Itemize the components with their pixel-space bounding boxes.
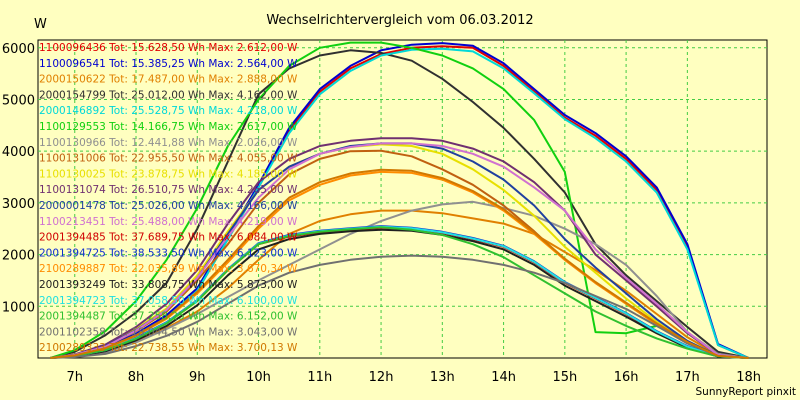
legend-entry: 1100096436 Tot: 15.628,50 Wh Max: 2.612,… <box>39 42 298 54</box>
legend-entry: 1100131006 Tot: 22.955,50 Wh Max: 4.055,… <box>39 153 298 165</box>
series-line <box>50 143 749 359</box>
x-tick-label: 12h <box>369 370 394 385</box>
legend-entry: 2000150622 Tot: 17.487,00 Wh Max: 2.888,… <box>39 74 298 86</box>
credit-label: SunnyReport pinxit <box>696 386 796 398</box>
legend-entry: 2001393249 Tot: 33.808,75 Wh Max: 5.873,… <box>39 279 298 291</box>
legend-entry: 1100096541 Tot: 15.385,25 Wh Max: 2.564,… <box>39 58 298 70</box>
x-tick-label: 15h <box>552 370 577 385</box>
series-line <box>50 142 749 359</box>
legend: 1100096436 Tot: 15.628,50 Wh Max: 2.612,… <box>39 42 298 354</box>
y-tick-label: 6000 <box>2 42 35 57</box>
legend-entry: 2001394725 Tot: 38.533,50 Wh Max: 6.123,… <box>39 247 298 259</box>
series-line <box>50 254 749 359</box>
x-tick-label: 13h <box>430 370 455 385</box>
x-tick-label: 10h <box>246 370 271 385</box>
series-line <box>50 200 749 359</box>
series-line <box>49 41 749 359</box>
legend-entry: 2001394485 Tot: 37.689,75 Wh Max: 6.084,… <box>39 232 298 244</box>
legend-entry: 2000001478 Tot: 25.026,00 Wh Max: 4.166,… <box>39 200 298 212</box>
y-axis-label: W <box>34 17 47 32</box>
legend-entry: 2000146892 Tot: 25.528,75 Wh Max: 4.218,… <box>39 105 298 117</box>
x-tick-labels: 7h 8h 9h 10h 11h 12h 13h 14h 15h 16h 17h 18h <box>66 370 761 385</box>
legend-entry: 1100130025 Tot: 23.878,75 Wh Max: 4.185,… <box>39 168 298 180</box>
plot-area <box>37 39 768 359</box>
legend-entry: 1100129553 Tot: 14.166,75 Wh Max: 2.617,… <box>39 121 298 133</box>
y-tick-label: 3000 <box>2 197 35 212</box>
series-line <box>50 228 749 359</box>
series-line <box>50 42 750 359</box>
chart-title: Wechselrichtervergleich vom 06.03.2012 <box>266 13 533 28</box>
legend-entry: 1100213451 Tot: 25.488,00 Wh Max: 4.219,… <box>39 216 298 228</box>
x-tick-label: 9h <box>189 370 206 385</box>
series-line <box>50 226 749 359</box>
x-tick-label: 8h <box>128 370 145 385</box>
series-line <box>50 49 749 359</box>
series-line <box>50 137 749 359</box>
x-tick-label: 14h <box>491 370 516 385</box>
legend-entry: 1100130966 Tot: 12.441,88 Wh Max: 2.026,… <box>39 137 298 149</box>
y-tick-labels: 1000 2000 3000 4000 5000 6000 <box>2 42 35 316</box>
legend-entry: 2100289887 Tot: 22.035,89 Wh Max: 3.670,… <box>39 263 298 275</box>
y-tick-label: 5000 <box>2 93 35 108</box>
x-tick-label: 18h <box>736 370 761 385</box>
legend-entry: 2001394723 Tot: 37.058,50 Wh Max: 6.100,… <box>39 295 298 307</box>
y-tick-label: 4000 <box>2 145 35 160</box>
y-tick-label: 1000 <box>2 300 35 315</box>
legend-entry: 1100131074 Tot: 26.510,75 Wh Max: 4.265,… <box>39 184 298 196</box>
y-tick-label: 2000 <box>2 249 35 264</box>
legend-entry: 2001394487 Tot: 37.258,25 Wh Max: 6.152,… <box>39 311 298 323</box>
x-tick-label: 17h <box>675 370 700 385</box>
legend-entry: 2000154799 Tot: 25.012,00 Wh Max: 4.162,… <box>39 89 298 101</box>
x-tick-label: 11h <box>307 370 332 385</box>
series-lines <box>49 41 750 359</box>
x-tick-label: 16h <box>614 370 639 385</box>
legend-entry: 2001102358 Tot: 18.044,50 Wh Max: 3.043,… <box>39 326 298 338</box>
x-tick-label: 7h <box>66 370 83 385</box>
series-line <box>50 168 749 359</box>
legend-entry: 2100289333 Tot: 22.738,55 Wh Max: 3.700,… <box>39 342 298 354</box>
